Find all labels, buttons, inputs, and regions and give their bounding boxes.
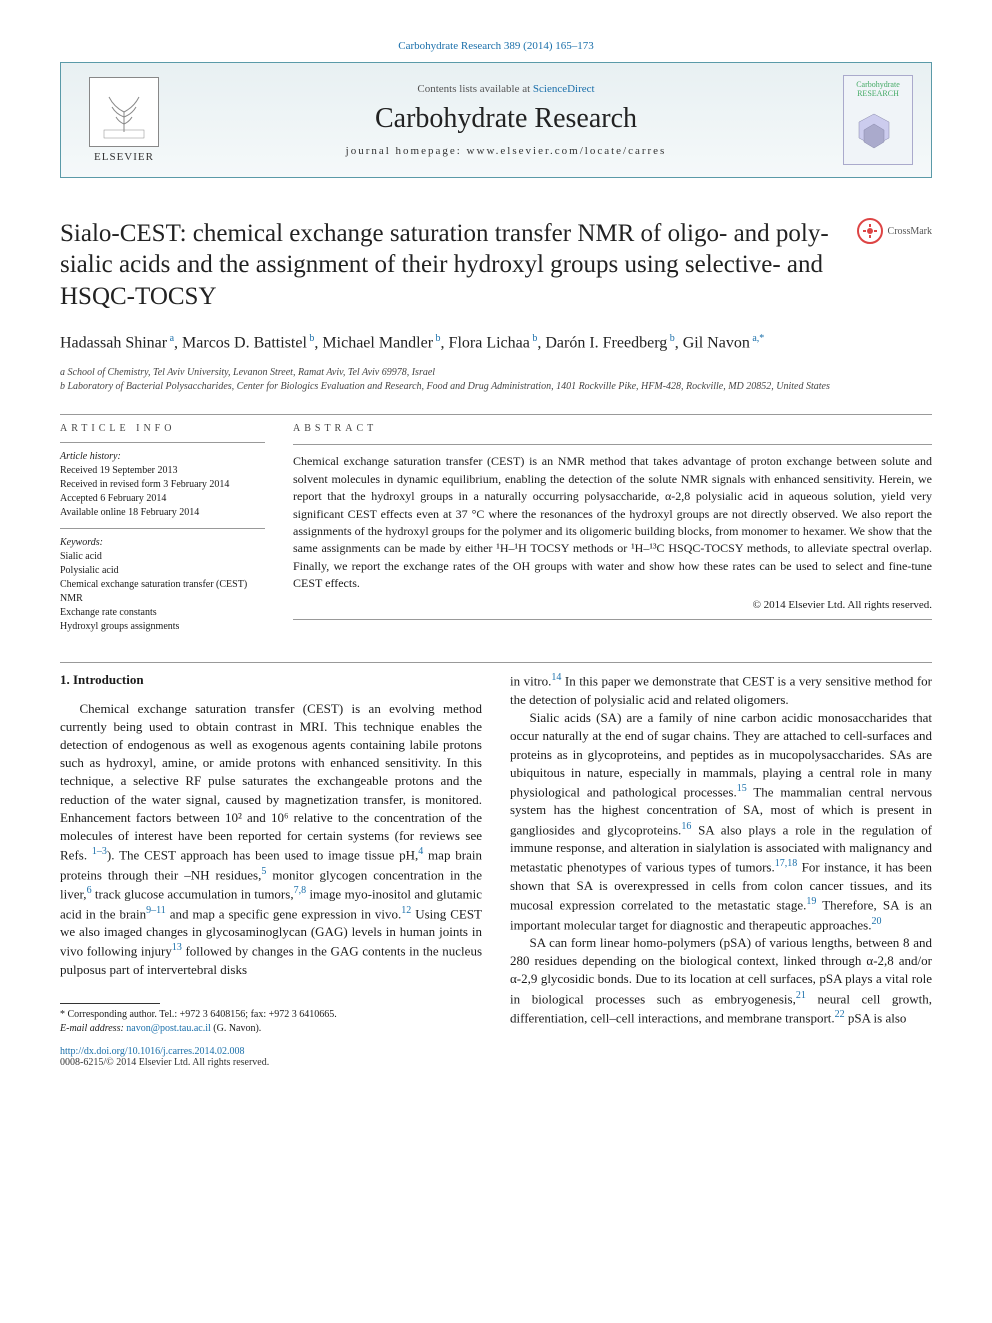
email-line: E-mail address: navon@post.tau.ac.il (G.… <box>60 1022 482 1036</box>
authors-list: Hadassah Shinar a, Marcos D. Battistel b… <box>60 332 932 355</box>
ref-link[interactable]: 12 <box>401 905 411 916</box>
keyword: Polysialic acid <box>60 564 265 578</box>
history-item: Received 19 September 2013 <box>60 464 265 478</box>
affiliations: a School of Chemistry, Tel Aviv Universi… <box>60 366 932 394</box>
sciencedirect-link[interactable]: ScienceDirect <box>533 83 595 95</box>
top-citation-link[interactable]: Carbohydrate Research 389 (2014) 165–173 <box>60 40 932 52</box>
left-column: 1. Introduction Chemical exchange satura… <box>60 671 482 1036</box>
corresponding-author: * Corresponding author. Tel.: +972 3 640… <box>60 1008 482 1022</box>
history-item: Received in revised form 3 February 2014 <box>60 478 265 492</box>
keyword: Exchange rate constants <box>60 606 265 620</box>
keyword: Sialic acid <box>60 550 265 564</box>
corresponding-footer: * Corresponding author. Tel.: +972 3 640… <box>60 1003 482 1036</box>
keyword: Chemical exchange saturation transfer (C… <box>60 578 265 592</box>
ref-link[interactable]: 9–11 <box>146 905 166 916</box>
affil-sup: a,* <box>750 333 764 344</box>
intro-paragraph: in vitro.14 In this paper we demonstrate… <box>510 671 932 709</box>
crossmark-badge[interactable]: CrossMark <box>857 218 932 244</box>
header-center: Contents lists available at ScienceDirec… <box>169 83 843 157</box>
intro-paragraph: SA can form linear homo-polymers (pSA) o… <box>510 934 932 1028</box>
keywords-heading: Keywords: <box>60 537 265 548</box>
intro-paragraph: Sialic acids (SA) are a family of nine c… <box>510 709 932 934</box>
elsevier-label: ELSEVIER <box>94 151 154 163</box>
affiliation-a: a School of Chemistry, Tel Aviv Universi… <box>60 366 932 380</box>
journal-cover-thumbnail[interactable]: Carbohydrate RESEARCH <box>843 75 913 165</box>
divider <box>60 662 932 663</box>
doi-link[interactable]: http://dx.doi.org/10.1016/j.carres.2014.… <box>60 1046 932 1057</box>
divider <box>60 442 265 443</box>
affil-sup: b <box>530 333 538 344</box>
ref-link[interactable]: 20 <box>871 916 881 927</box>
ref-link[interactable]: 17,18 <box>775 858 798 869</box>
divider <box>293 444 932 445</box>
article-info-heading: ARTICLE INFO <box>60 423 265 434</box>
ref-link[interactable]: 13 <box>172 942 182 953</box>
keyword: Hydroxyl groups assignments <box>60 620 265 634</box>
history-item: Accepted 6 February 2014 <box>60 492 265 506</box>
article-title: Sialo-CEST: chemical exchange saturation… <box>60 218 932 312</box>
keyword: NMR <box>60 592 265 606</box>
ref-link[interactable]: 22 <box>835 1009 845 1020</box>
issn-line: 0008-6215/© 2014 Elsevier Ltd. All right… <box>60 1057 932 1068</box>
contents-prefix: Contents lists available at <box>417 83 532 95</box>
journal-cover-label: Carbohydrate RESEARCH <box>844 80 912 98</box>
crossmark-icon <box>857 218 883 244</box>
elsevier-logo[interactable]: ELSEVIER <box>79 77 169 163</box>
ref-link[interactable]: 16 <box>681 821 691 832</box>
info-abstract-row: ARTICLE INFO Article history: Received 1… <box>60 423 932 634</box>
ref-link[interactable]: 4 <box>418 846 423 857</box>
history-heading: Article history: <box>60 451 265 462</box>
crossmark-label: CrossMark <box>888 226 932 237</box>
journal-name: Carbohydrate Research <box>169 103 843 135</box>
ref-link[interactable]: 21 <box>796 990 806 1001</box>
email-label: E-mail address: <box>60 1023 126 1034</box>
affil-sup: b <box>667 333 675 344</box>
ref-link[interactable]: 14 <box>551 672 561 683</box>
article-info-column: ARTICLE INFO Article history: Received 1… <box>60 423 265 634</box>
ref-link[interactable]: 5 <box>261 866 266 877</box>
affiliation-b: b Laboratory of Bacterial Polysaccharide… <box>60 380 932 394</box>
ref-link[interactable]: 19 <box>806 896 816 907</box>
ref-link[interactable]: 15 <box>737 783 747 794</box>
ref-link[interactable]: 6 <box>87 885 92 896</box>
intro-heading: 1. Introduction <box>60 671 482 689</box>
divider <box>60 528 265 529</box>
abstract-column: ABSTRACT Chemical exchange saturation tr… <box>293 423 932 634</box>
right-column: in vitro.14 In this paper we demonstrate… <box>510 671 932 1036</box>
abstract-text: Chemical exchange saturation transfer (C… <box>293 453 932 592</box>
footer-rule <box>60 1003 160 1004</box>
journal-header: ELSEVIER Contents lists available at Sci… <box>60 62 932 178</box>
email-suffix: (G. Navon). <box>211 1023 262 1034</box>
email-link[interactable]: navon@post.tau.ac.il <box>126 1023 210 1034</box>
abstract-copyright: © 2014 Elsevier Ltd. All rights reserved… <box>293 599 932 611</box>
contents-line: Contents lists available at ScienceDirec… <box>169 83 843 95</box>
elsevier-tree-icon <box>89 77 159 147</box>
intro-paragraph: Chemical exchange saturation transfer (C… <box>60 700 482 979</box>
divider <box>60 414 932 415</box>
affil-sup: b <box>307 333 315 344</box>
ref-link[interactable]: 7,8 <box>294 885 307 896</box>
ref-link[interactable]: 1–3 <box>92 846 107 857</box>
title-block: Sialo-CEST: chemical exchange saturation… <box>60 218 932 312</box>
affil-sup: a <box>167 333 174 344</box>
affil-sup: b <box>433 333 441 344</box>
divider <box>293 619 932 620</box>
history-item: Available online 18 February 2014 <box>60 506 265 520</box>
body-columns: 1. Introduction Chemical exchange satura… <box>60 671 932 1036</box>
abstract-heading: ABSTRACT <box>293 423 932 434</box>
journal-homepage[interactable]: journal homepage: www.elsevier.com/locat… <box>169 145 843 157</box>
